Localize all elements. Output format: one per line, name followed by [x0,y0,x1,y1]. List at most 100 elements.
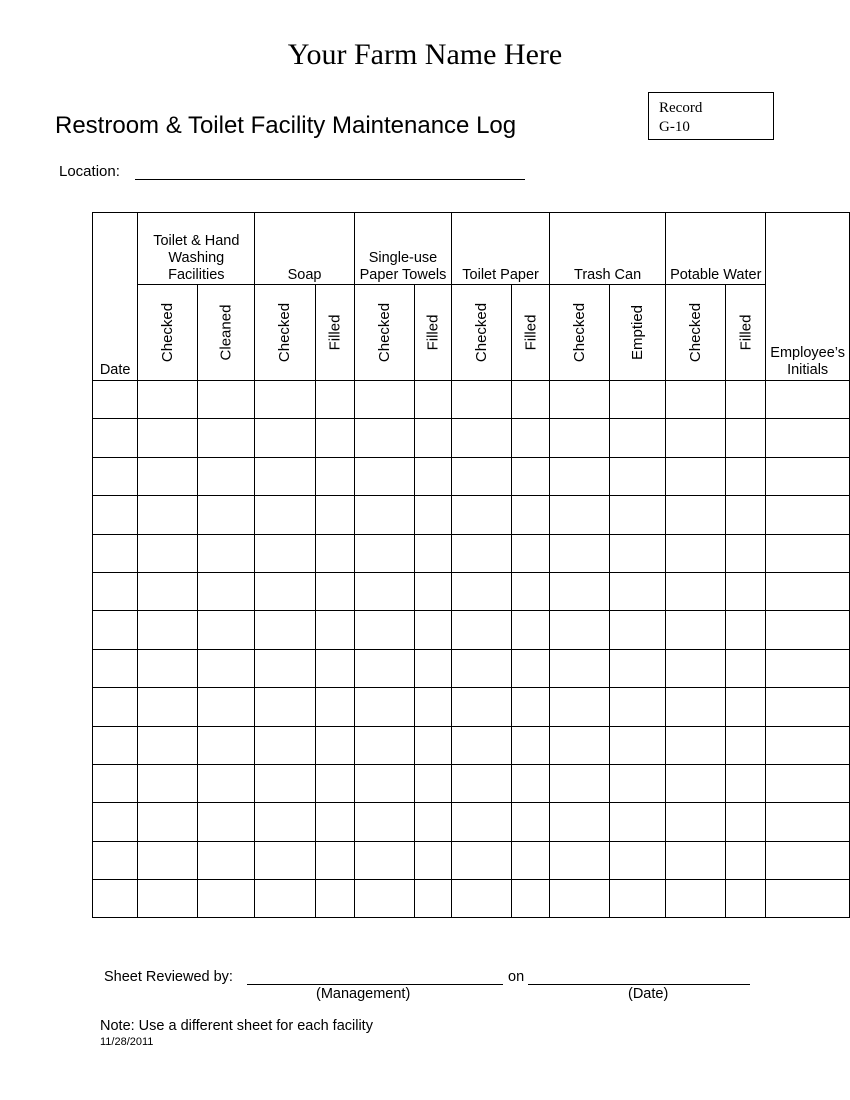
log-cell[interactable] [765,533,850,573]
log-cell[interactable] [314,610,355,650]
log-cell[interactable] [137,610,199,650]
log-cell[interactable] [548,495,611,535]
log-cell[interactable] [665,763,727,804]
log-cell[interactable] [665,802,727,842]
log-cell[interactable] [765,571,850,612]
log-cell[interactable] [254,879,316,919]
log-cell[interactable] [197,648,256,689]
log-cell[interactable] [765,456,850,497]
log-cell[interactable] [665,648,727,689]
log-cell[interactable] [765,879,850,919]
log-cell[interactable] [413,456,453,497]
log-cell[interactable] [314,456,355,497]
log-cell[interactable] [725,610,767,650]
log-cell[interactable] [451,610,513,650]
log-cell[interactable] [197,379,256,420]
log-cell[interactable] [548,802,611,842]
log-cell[interactable] [609,763,667,804]
log-cell[interactable] [197,495,256,535]
log-cell[interactable] [725,879,767,919]
log-cell[interactable] [137,648,199,689]
log-cell[interactable] [197,802,256,842]
log-cell[interactable] [765,725,850,765]
log-cell[interactable] [197,533,256,573]
log-cell[interactable] [548,687,611,727]
log-cell[interactable] [451,418,513,458]
log-cell[interactable] [548,379,611,420]
log-cell[interactable] [254,763,316,804]
log-cell[interactable] [609,648,667,689]
log-cell[interactable] [451,763,513,804]
log-cell[interactable] [511,763,550,804]
log-cell[interactable] [548,763,611,804]
log-cell[interactable] [548,879,611,919]
log-cell[interactable] [353,610,415,650]
log-cell[interactable] [254,533,316,573]
log-cell[interactable] [609,456,667,497]
log-cell[interactable] [413,418,453,458]
log-cell[interactable] [413,763,453,804]
log-cell[interactable] [725,418,767,458]
log-cell[interactable] [353,879,415,919]
log-cell[interactable] [91,456,139,497]
log-cell[interactable] [609,687,667,727]
log-cell[interactable] [665,610,727,650]
log-cell[interactable] [91,840,139,881]
log-cell[interactable] [197,610,256,650]
log-cell[interactable] [254,456,316,497]
log-cell[interactable] [137,379,199,420]
log-cell[interactable] [353,802,415,842]
log-cell[interactable] [314,495,355,535]
log-cell[interactable] [197,571,256,612]
log-cell[interactable] [91,687,139,727]
log-cell[interactable] [413,648,453,689]
log-cell[interactable] [665,495,727,535]
log-cell[interactable] [254,802,316,842]
log-cell[interactable] [353,648,415,689]
log-cell[interactable] [91,610,139,650]
log-cell[interactable] [353,687,415,727]
log-cell[interactable] [665,533,727,573]
log-cell[interactable] [137,495,199,535]
log-cell[interactable] [314,763,355,804]
log-cell[interactable] [197,879,256,919]
log-cell[interactable] [665,379,727,420]
log-cell[interactable] [91,648,139,689]
log-cell[interactable] [451,725,513,765]
log-cell[interactable] [254,379,316,420]
log-cell[interactable] [413,840,453,881]
log-cell[interactable] [254,418,316,458]
log-cell[interactable] [665,725,727,765]
log-cell[interactable] [314,725,355,765]
log-cell[interactable] [413,802,453,842]
log-cell[interactable] [548,610,611,650]
log-cell[interactable] [353,571,415,612]
log-cell[interactable] [511,879,550,919]
log-cell[interactable] [353,495,415,535]
log-cell[interactable] [451,533,513,573]
log-cell[interactable] [765,802,850,842]
log-cell[interactable] [725,687,767,727]
log-cell[interactable] [451,379,513,420]
log-cell[interactable] [725,725,767,765]
log-cell[interactable] [254,840,316,881]
log-cell[interactable] [314,379,355,420]
log-cell[interactable] [765,610,850,650]
log-cell[interactable] [314,418,355,458]
log-cell[interactable] [511,418,550,458]
log-cell[interactable] [725,379,767,420]
log-cell[interactable] [451,456,513,497]
log-cell[interactable] [548,418,611,458]
log-cell[interactable] [511,687,550,727]
log-cell[interactable] [665,456,727,497]
log-cell[interactable] [91,379,139,420]
log-cell[interactable] [725,840,767,881]
log-cell[interactable] [548,571,611,612]
log-cell[interactable] [353,763,415,804]
review-date-field[interactable] [528,984,750,985]
log-cell[interactable] [451,648,513,689]
log-cell[interactable] [197,687,256,727]
log-cell[interactable] [609,725,667,765]
log-cell[interactable] [511,802,550,842]
log-cell[interactable] [314,533,355,573]
